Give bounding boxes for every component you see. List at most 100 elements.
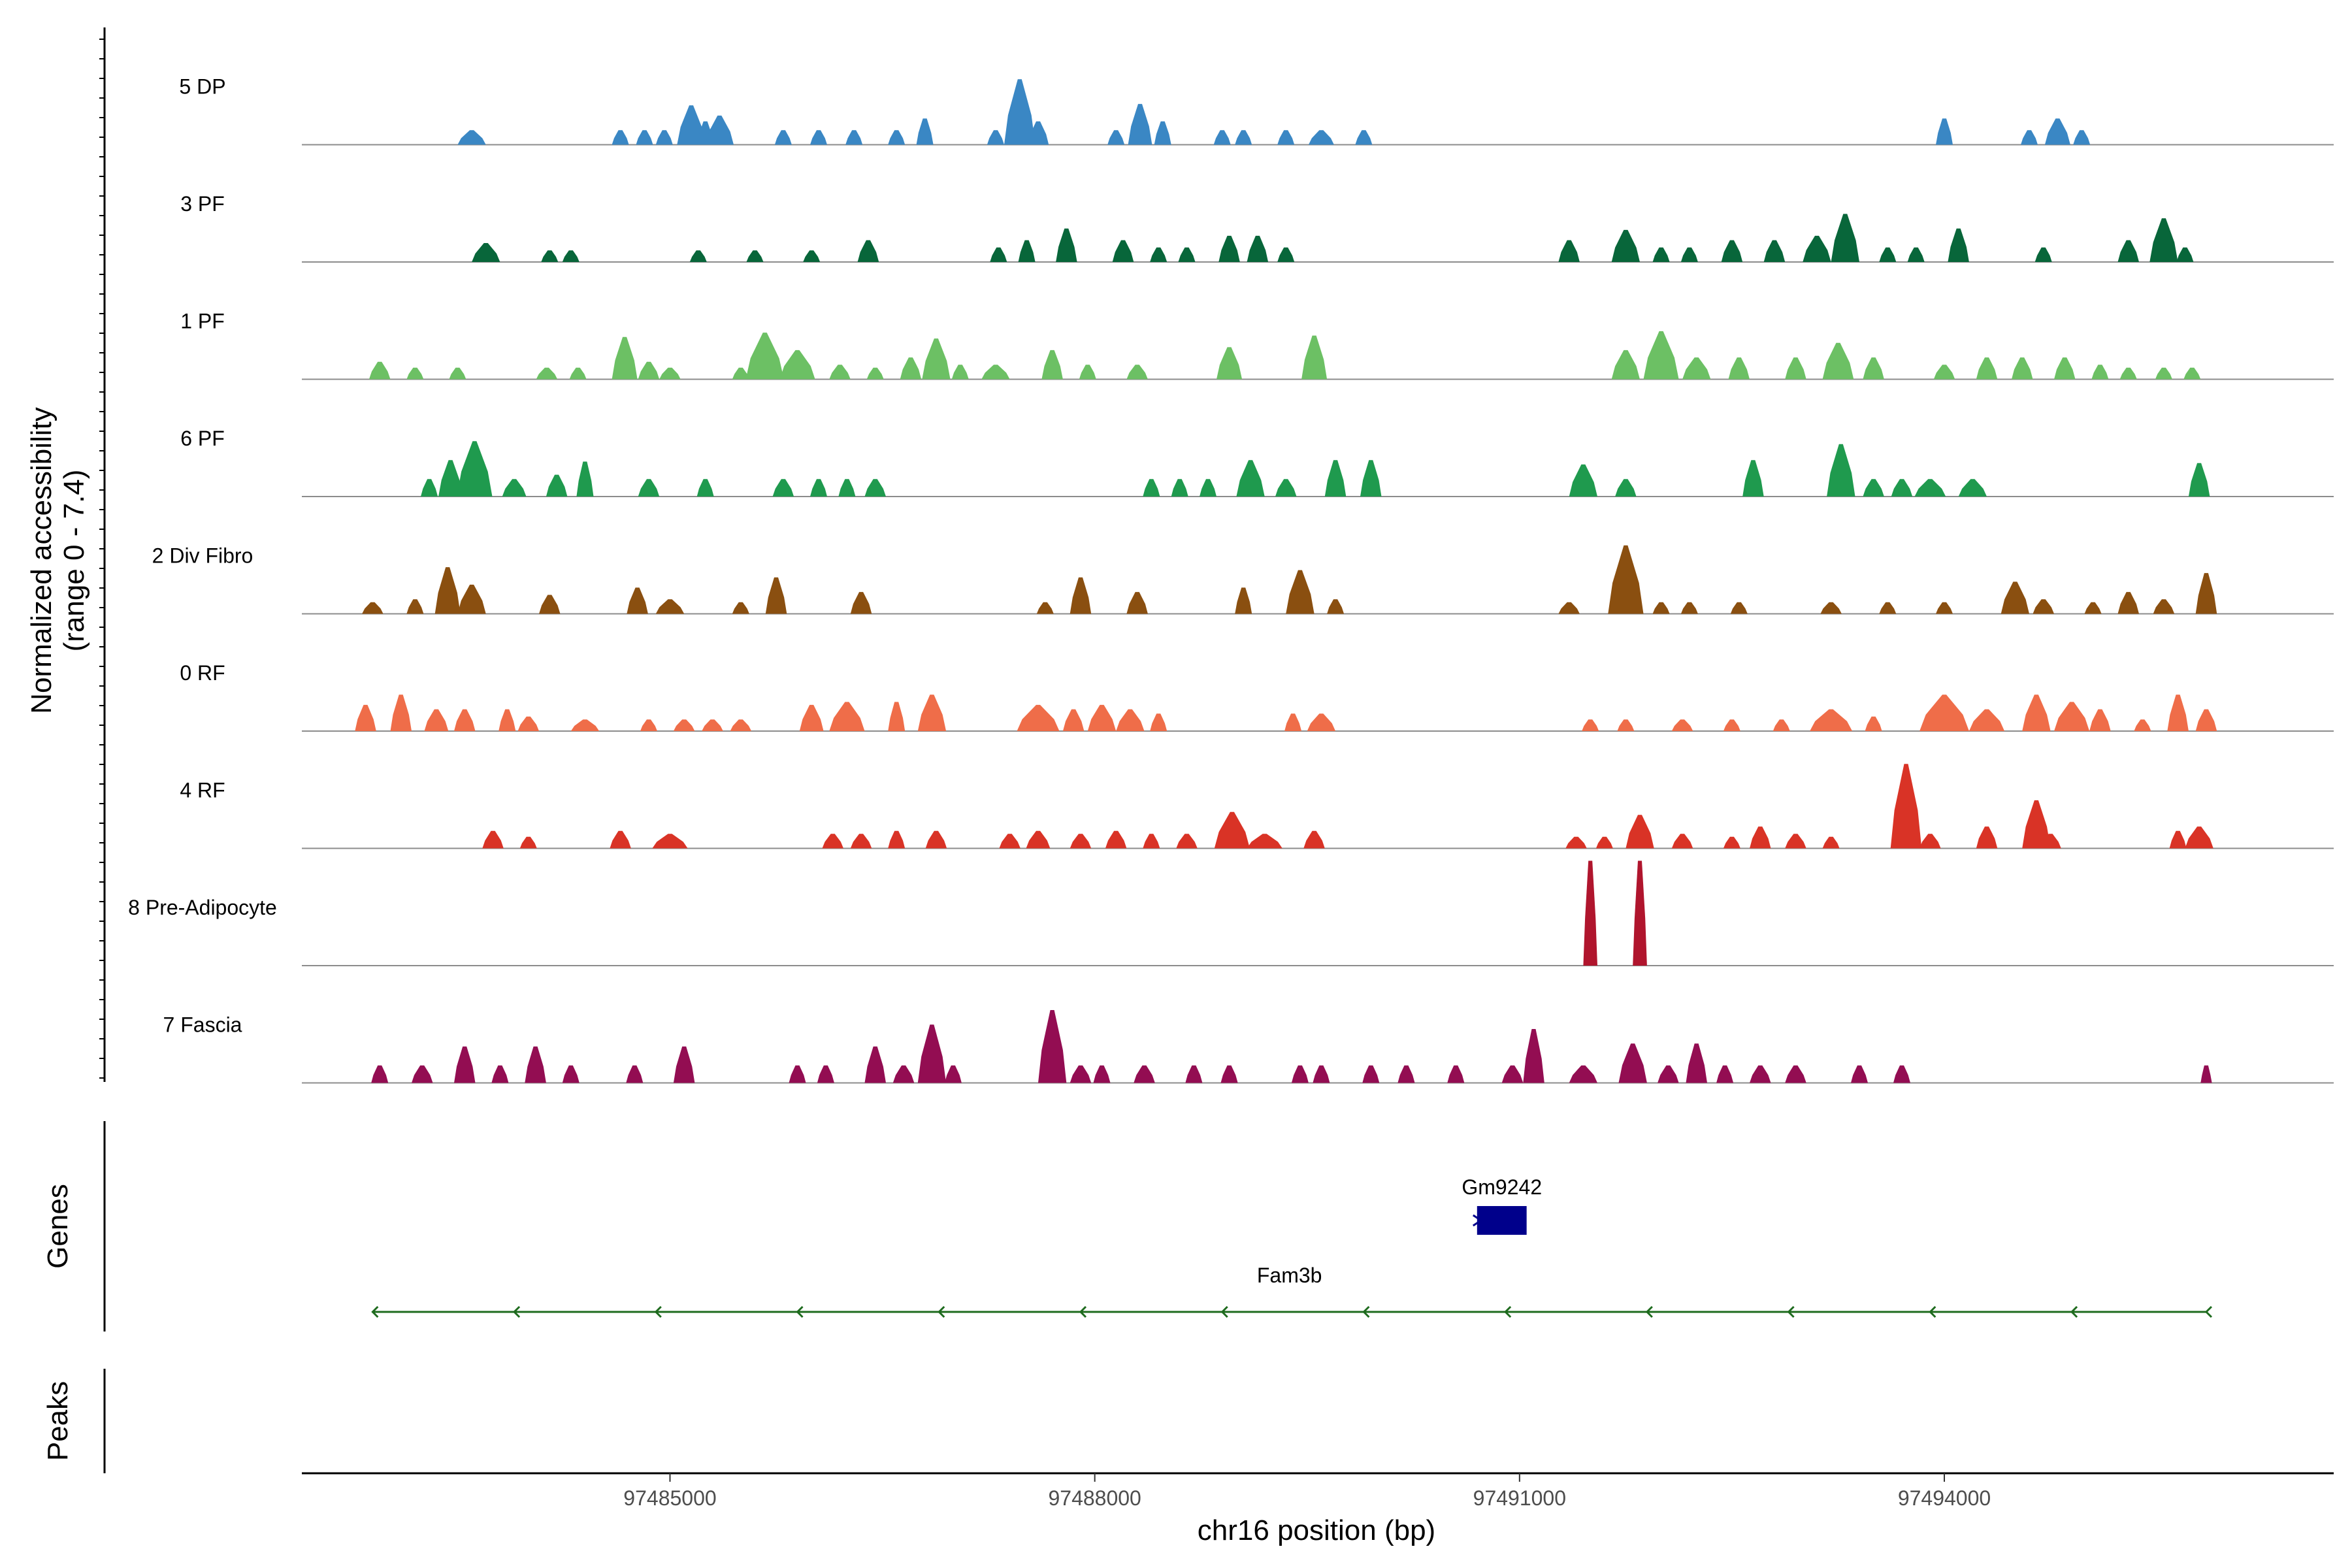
coverage-peak: [810, 479, 827, 497]
coverage-peak: [1565, 836, 1587, 849]
strand-arrow: [2070, 1305, 2078, 1318]
coverage-peak: [2054, 702, 2090, 731]
coverage-peak: [1558, 602, 1580, 614]
track-7-fascia: 7 Fascia: [163, 1010, 2334, 1084]
coverage-peak: [1976, 826, 1998, 849]
gene-fam3b: Fam3b: [371, 1264, 2213, 1318]
coverage-peak: [1716, 1065, 1734, 1083]
coverage-peak: [1936, 118, 1953, 145]
coverage-peak: [1763, 240, 1786, 262]
coverage-peak: [1277, 130, 1295, 145]
coverage-peak: [1150, 713, 1168, 731]
coverage-peak: [745, 333, 784, 380]
coverage-peak: [482, 830, 504, 849]
coverage-peak: [732, 602, 749, 614]
coverage-peak: [1355, 130, 1373, 145]
coverage-peak: [1785, 1065, 1806, 1083]
coverage-peak: [1827, 444, 1855, 497]
coverage-peak: [421, 479, 438, 497]
coverage-peak: [517, 716, 539, 731]
coverage-peak: [1658, 1065, 1679, 1083]
coverage-peak: [1958, 479, 1987, 497]
coverage-peak: [2188, 463, 2210, 497]
coverage-peak: [803, 250, 821, 262]
coverage-peak: [1277, 247, 1295, 262]
coverage-peak: [2089, 709, 2111, 731]
coverage-peak: [1891, 479, 1913, 497]
coverage-peak: [1087, 704, 1117, 731]
coverage-peak: [457, 584, 486, 614]
coverage-peak: [562, 250, 580, 262]
coverage-peak: [2034, 247, 2052, 262]
coverage-peak: [1643, 331, 1679, 380]
coverage-peak: [1126, 365, 1148, 380]
coverage-peak: [1154, 121, 1171, 145]
coverage-peak: [1105, 830, 1127, 849]
coverage-peak: [990, 247, 1007, 262]
coverage-peak: [2155, 367, 2172, 380]
coverage-peak: [638, 479, 660, 497]
x-tick-label: 97488000: [1048, 1486, 1141, 1510]
track-5-dp: 5 DP: [179, 75, 2334, 146]
peaks-panel-title: Peaks: [42, 1381, 74, 1461]
strand-arrow: [1787, 1305, 1795, 1318]
coverage-peak: [610, 830, 631, 849]
coverage-peak: [502, 479, 527, 497]
coverage-peak: [850, 592, 872, 614]
coverage-peak: [1569, 464, 1597, 497]
coverage-peak: [362, 602, 384, 614]
coverage-peak: [689, 250, 707, 262]
coverage-peak: [2022, 694, 2051, 731]
coverage-peak: [640, 719, 657, 731]
coverage-peak: [390, 694, 412, 731]
coverage-peak: [1810, 709, 1853, 731]
coverage-peak: [412, 1065, 433, 1083]
coverage-peak: [2117, 592, 2139, 614]
coverage-peak: [1218, 235, 1240, 262]
coverage-peak: [355, 704, 376, 731]
coverage-peak: [1178, 247, 1196, 262]
coverage-peak: [1327, 599, 1345, 614]
coverage-peak: [779, 350, 815, 380]
coverage-peak: [1671, 834, 1693, 849]
coverage-peak: [1523, 1029, 1544, 1083]
coverage-peak: [829, 702, 865, 731]
coverage-peak: [810, 130, 827, 145]
coverage-peak: [1618, 1043, 1647, 1083]
coverage-peak: [951, 365, 969, 380]
coverage-peak: [1291, 1065, 1309, 1083]
track-label-0-rf: 0 RF: [180, 661, 225, 685]
coverage-peak: [438, 460, 463, 497]
strand-arrow: [512, 1305, 521, 1318]
coverage-peak: [1116, 709, 1145, 731]
coverage-peak: [1680, 602, 1698, 614]
track-4-rf: 4 RF: [180, 764, 2334, 849]
coverage-peak: [1682, 357, 1711, 380]
coverage-peak: [457, 441, 493, 497]
coverage-peak: [677, 105, 706, 145]
strand-arrow: [1504, 1305, 1512, 1318]
strand-arrow: [2204, 1305, 2213, 1318]
strand-arrow: [371, 1305, 379, 1318]
coverage-peak: [673, 719, 695, 731]
coverage-peak: [525, 1046, 546, 1083]
coverage-peak: [1893, 1065, 1910, 1083]
coverage-peak: [850, 834, 872, 849]
coverage-peak: [1038, 1010, 1067, 1083]
coverage-peak: [917, 1024, 947, 1083]
coverage-peak: [1633, 860, 1647, 966]
coverage-peak: [1286, 570, 1315, 614]
coverage-peak: [1112, 240, 1134, 262]
coverage-peak: [774, 130, 792, 145]
coverage-peak: [1041, 350, 1063, 380]
coverage-peak: [888, 702, 906, 731]
coverage-peak: [454, 709, 476, 731]
coverage-peak: [434, 567, 461, 614]
coverage-peak: [1721, 240, 1743, 262]
coverage-peak: [1093, 1065, 1111, 1083]
gene-gm9242: Gm9242: [1462, 1175, 1542, 1235]
coverage-peak: [1730, 602, 1748, 614]
coverage-peak: [746, 250, 764, 262]
coverage-peak: [2044, 118, 2070, 145]
